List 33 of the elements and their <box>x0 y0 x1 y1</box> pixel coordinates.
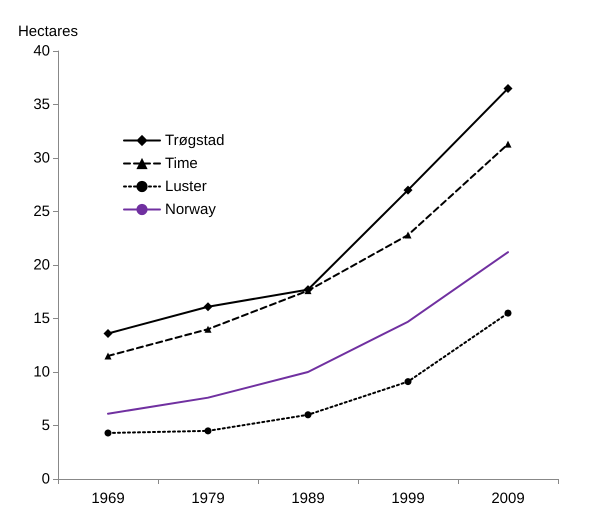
y-tick-label: 40 <box>33 42 50 60</box>
point <box>104 328 112 338</box>
legend-label: Trøgstad <box>165 132 224 149</box>
y-tick-label: 35 <box>33 96 50 113</box>
point <box>204 302 212 312</box>
point <box>404 186 412 195</box>
x-tick-label: 1999 <box>391 490 425 507</box>
x-tick-label: 1989 <box>291 490 325 507</box>
y-tick-label: 0 <box>42 470 50 488</box>
y-tick-label: 20 <box>33 256 50 274</box>
y-tick-label: 10 <box>33 364 50 380</box>
line-series <box>107 251 509 415</box>
point <box>504 84 512 93</box>
legend-label: Luster <box>165 178 207 195</box>
point <box>304 411 312 418</box>
y-tick-label: 15 <box>33 310 50 327</box>
x-tick-label: 1969 <box>91 490 125 507</box>
point <box>204 427 212 434</box>
point <box>404 378 412 386</box>
point <box>504 140 512 148</box>
point <box>404 232 412 239</box>
x-tick-label: 2009 <box>491 490 525 507</box>
legend-label: Time <box>165 155 198 172</box>
point <box>104 352 112 360</box>
y-axis-title: Hectares <box>18 23 78 40</box>
point <box>104 429 112 436</box>
legend-label: Norway <box>165 201 216 218</box>
y-tick-label: 25 <box>33 203 50 220</box>
y-tick-label: 5 <box>42 417 50 434</box>
x-tick-label: 1979 <box>191 490 225 507</box>
y-tick-label: 30 <box>33 150 50 166</box>
point <box>504 310 512 317</box>
point <box>204 326 212 333</box>
